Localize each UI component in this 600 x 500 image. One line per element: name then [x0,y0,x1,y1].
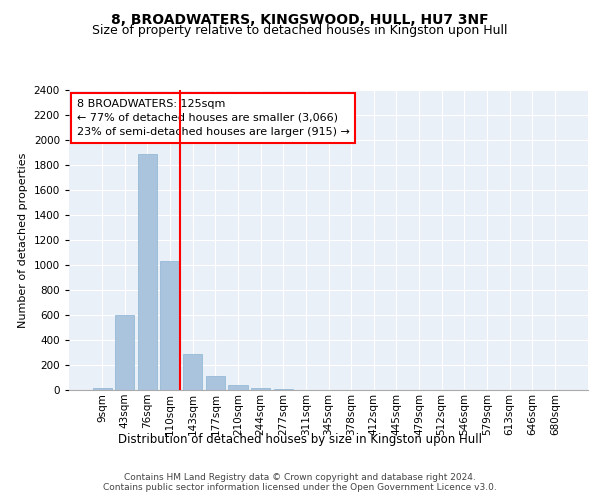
Bar [274,389,293,390]
Text: Contains HM Land Registry data © Crown copyright and database right 2024.
Contai: Contains HM Land Registry data © Crown c… [103,472,497,492]
Bar [206,376,225,390]
Y-axis label: Number of detached properties: Number of detached properties [18,152,28,328]
Bar [92,388,112,390]
Bar [229,385,248,390]
Bar [183,354,202,390]
Text: Distribution of detached houses by size in Kingston upon Hull: Distribution of detached houses by size … [118,432,482,446]
Text: 8, BROADWATERS, KINGSWOOD, HULL, HU7 3NF: 8, BROADWATERS, KINGSWOOD, HULL, HU7 3NF [111,12,489,26]
Text: Size of property relative to detached houses in Kingston upon Hull: Size of property relative to detached ho… [92,24,508,37]
Bar [115,315,134,390]
Bar [160,261,180,390]
Bar [251,388,270,390]
Bar [138,154,157,390]
Text: 8 BROADWATERS: 125sqm
← 77% of detached houses are smaller (3,066)
23% of semi-d: 8 BROADWATERS: 125sqm ← 77% of detached … [77,99,350,137]
